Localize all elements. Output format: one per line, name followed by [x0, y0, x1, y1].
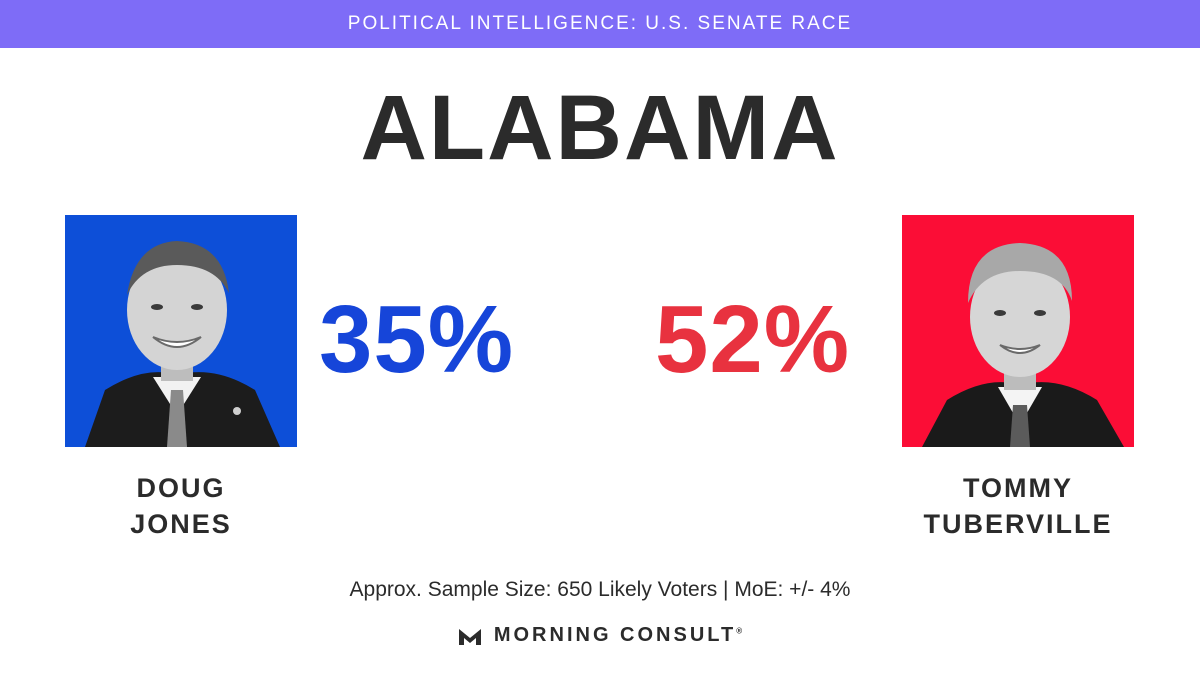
- header-banner: POLITICAL INTELLIGENCE: U.S. SENATE RACE: [0, 0, 1200, 48]
- brand-name: MORNING CONSULT®: [494, 624, 742, 647]
- brand-footer: MORNING CONSULT®: [0, 624, 1200, 647]
- percent-tuberville: 52%: [655, 286, 851, 393]
- state-title: ALABAMA: [360, 77, 840, 179]
- portrait-image: [922, 243, 1124, 447]
- candidate-first-name: TOMMY: [963, 473, 1073, 503]
- candidate-name-jones: DOUG JONES: [65, 470, 297, 542]
- brand-label: MORNING CONSULT: [493, 624, 737, 646]
- registered-mark: ®: [736, 626, 743, 636]
- morning-consult-logo-icon: [458, 628, 481, 645]
- candidate-last-name: TUBERVILLE: [923, 509, 1113, 539]
- candidate-name-tuberville: TOMMY TUBERVILLE: [902, 470, 1134, 542]
- percent-jones: 35%: [319, 286, 515, 393]
- candidate-last-name: JONES: [130, 509, 232, 539]
- candidate-photo-tuberville: [902, 215, 1134, 447]
- banner-text: POLITICAL INTELLIGENCE: U.S. SENATE RACE: [347, 13, 853, 34]
- candidate-first-name: DOUG: [136, 473, 226, 503]
- sample-size-note: Approx. Sample Size: 650 Likely Voters |…: [349, 578, 851, 601]
- portrait-image: [85, 241, 280, 447]
- candidate-photo-jones: [65, 215, 297, 447]
